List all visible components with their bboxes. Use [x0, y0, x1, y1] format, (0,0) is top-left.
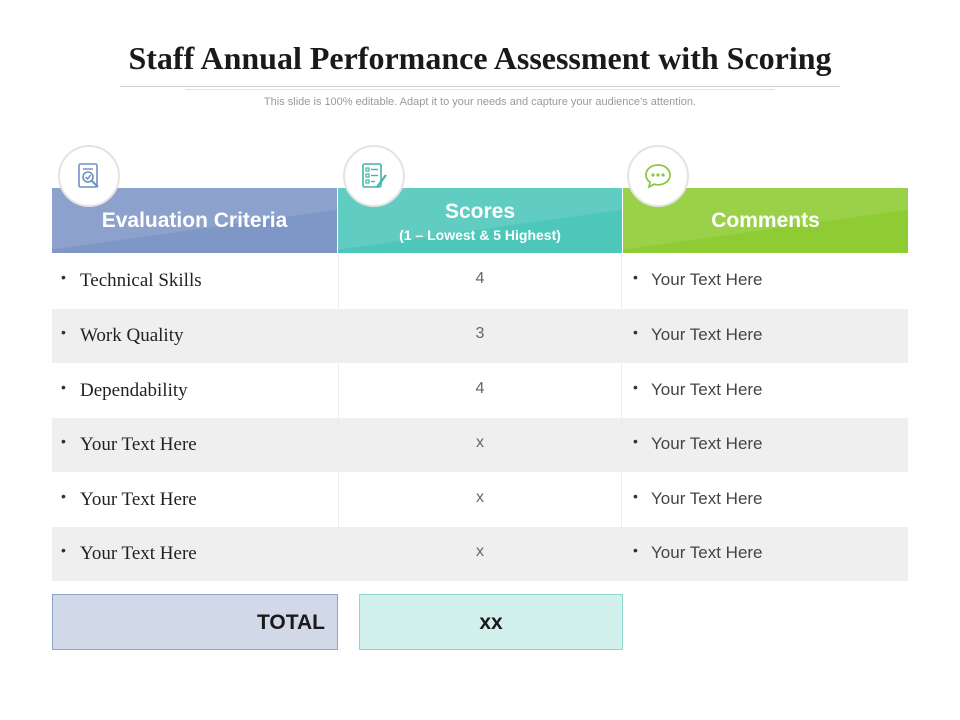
comment-cell: • Your Text Here	[623, 364, 908, 418]
total-label: TOTAL	[256, 611, 325, 634]
bullet: •	[61, 433, 66, 449]
page-subtitle: This slide is 100% editable. Adapt it to…	[263, 96, 697, 108]
total-value: xx	[479, 611, 503, 634]
table-row: • Your Text Here x • Your Text Here	[52, 418, 908, 472]
criteria-text: Your Text Here	[80, 489, 197, 510]
header-scores-sublabel: (1 – Lowest & 5 Highest)	[399, 227, 561, 243]
checklist-icon	[343, 145, 405, 207]
title-divider-secondary	[185, 89, 775, 90]
table-row: • Technical Skills 4 • Your Text Here	[52, 254, 908, 308]
bullet: •	[633, 379, 638, 395]
total-value-box: xx	[359, 594, 623, 650]
table-row: • Dependability 4 • Your Text Here	[52, 364, 908, 418]
total-label-box: TOTAL	[52, 594, 338, 650]
comment-cell: • Your Text Here	[623, 473, 908, 527]
bullet: •	[633, 324, 638, 340]
table-row: • Your Text Here x • Your Text Here	[52, 473, 908, 527]
bullet: •	[61, 379, 66, 395]
bullet: •	[633, 433, 638, 449]
criteria-cell: • Work Quality	[52, 309, 337, 363]
comment-cell: • Your Text Here	[623, 309, 908, 363]
score-text: x	[476, 489, 484, 506]
comment-text: Your Text Here	[651, 434, 763, 453]
bullet: •	[61, 542, 66, 558]
score-cell: x	[338, 527, 622, 581]
title-divider	[120, 86, 840, 87]
score-cell: x	[338, 473, 622, 527]
criteria-text: Your Text Here	[80, 543, 197, 564]
table-row: • Your Text Here x • Your Text Here	[52, 527, 908, 581]
score-cell: x	[338, 418, 622, 472]
criteria-cell: • Technical Skills	[52, 254, 337, 308]
score-cell: 3	[338, 309, 622, 363]
comment-cell: • Your Text Here	[623, 418, 908, 472]
bullet: •	[61, 488, 66, 504]
bullet: •	[633, 269, 638, 285]
speech-bubble-icon-graphic	[645, 164, 671, 189]
criteria-text: Work Quality	[80, 325, 184, 346]
criteria-cell: • Your Text Here	[52, 527, 337, 581]
document-check-icon-graphic	[78, 163, 99, 188]
score-text: 3	[475, 325, 485, 342]
comment-text: Your Text Here	[651, 270, 763, 289]
comment-cell: • Your Text Here	[623, 254, 908, 308]
criteria-text: Technical Skills	[80, 270, 202, 291]
criteria-cell: • Your Text Here	[52, 473, 337, 527]
checklist-icon-graphic	[362, 163, 387, 188]
bullet: •	[61, 324, 66, 340]
score-text: 4	[475, 270, 485, 287]
criteria-text: Your Text Here	[80, 434, 197, 455]
header-evaluation-criteria-label: Evaluation Criteria	[101, 209, 288, 232]
criteria-cell: • Your Text Here	[52, 418, 337, 472]
bullet: •	[633, 542, 638, 558]
speech-bubble-icon	[627, 145, 689, 207]
bullet: •	[633, 488, 638, 504]
document-check-icon	[58, 145, 120, 207]
score-cell: 4	[338, 254, 622, 308]
criteria-cell: • Dependability	[52, 364, 337, 418]
comment-text: Your Text Here	[651, 380, 763, 399]
bullet: •	[61, 269, 66, 285]
score-text: x	[476, 543, 484, 560]
comment-text: Your Text Here	[651, 543, 763, 562]
score-text: 4	[475, 380, 485, 397]
header-evaluation-criteria: Evaluation Criteria	[52, 188, 337, 253]
score-text: x	[476, 434, 484, 451]
comment-text: Your Text Here	[651, 325, 763, 344]
comment-text: Your Text Here	[651, 489, 763, 508]
score-cell: 4	[338, 364, 622, 418]
criteria-text: Dependability	[80, 380, 188, 401]
table-row: • Work Quality 3 • Your Text Here	[52, 309, 908, 363]
page-title: Staff Annual Performance Assessment with…	[128, 40, 832, 76]
comment-cell: • Your Text Here	[623, 527, 908, 581]
header-comments-label: Comments	[711, 209, 820, 232]
